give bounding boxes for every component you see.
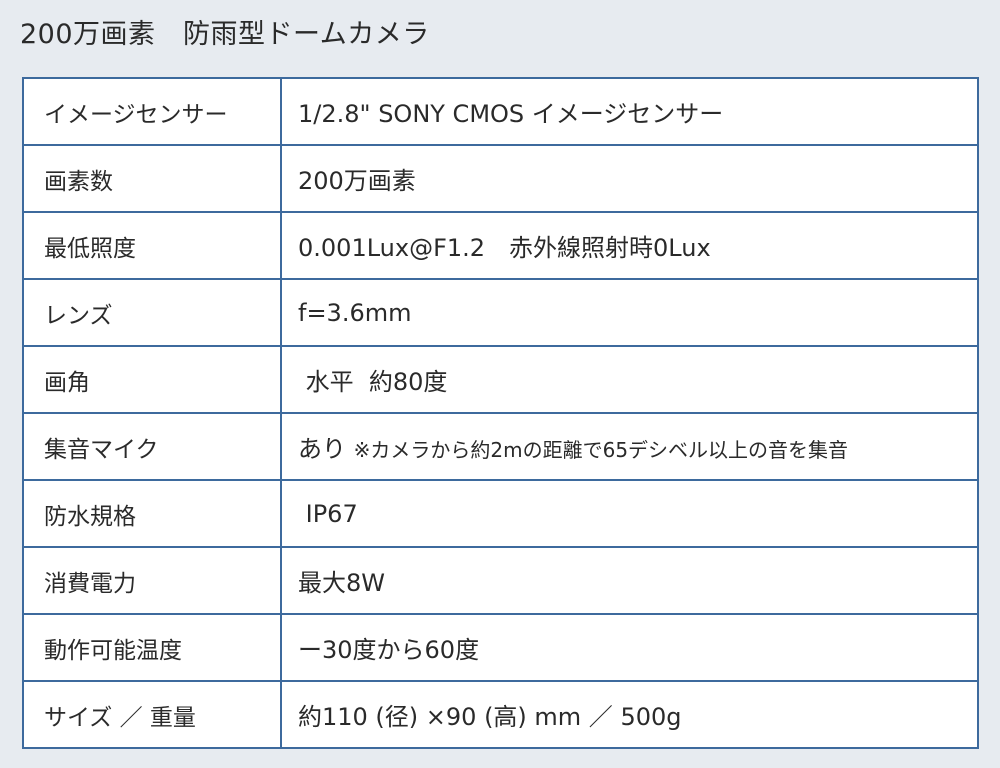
spec-value: 200万画素 — [280, 144, 979, 213]
spec-value: 1/2.8" SONY CMOS イメージセンサー — [280, 77, 979, 146]
spec-row: 消費電力 最大8W — [22, 546, 979, 615]
spec-value: 0.001Lux@F1.2 赤外線照射時0Lux — [280, 211, 979, 280]
spec-label: イメージセンサー — [22, 77, 282, 146]
spec-row: 最低照度 0.001Lux@F1.2 赤外線照射時0Lux — [22, 211, 979, 280]
spec-table: イメージセンサー 1/2.8" SONY CMOS イメージセンサー 画素数 200万… — [22, 77, 979, 749]
spec-label: 動作可能温度 — [22, 613, 282, 682]
spec-value: 最大8W — [280, 546, 979, 615]
spec-value-text: f=3.6mm — [298, 298, 412, 327]
spec-label: 集音マイク — [22, 412, 282, 481]
spec-label: 最低照度 — [22, 211, 282, 280]
spec-row: サイズ ／ 重量 約110 (径) ×90 (高) mm ／ 500g — [22, 680, 979, 749]
spec-row: 画素数 200万画素 — [22, 144, 979, 213]
spec-row: 集音マイク あり ※カメラから約2mの距離で65デシベル以上の音を集音 — [22, 412, 979, 481]
spec-row: 画角 水平 約80度 — [22, 345, 979, 414]
spec-value-text: あり — [298, 435, 346, 463]
spec-row: 防水規格 IP67 — [22, 479, 979, 548]
spec-value: 水平 約80度 — [280, 345, 979, 414]
spec-value-text: 最大8W — [298, 569, 385, 597]
spec-value-text: ー30度から60度 — [298, 636, 480, 664]
spec-value: あり ※カメラから約2mの距離で65デシベル以上の音を集音 — [280, 412, 979, 481]
spec-note: ※カメラから約2mの距離で65デシベル以上の音を集音 — [353, 438, 849, 462]
spec-value: IP67 — [280, 479, 979, 548]
spec-row: イメージセンサー 1/2.8" SONY CMOS イメージセンサー — [22, 77, 979, 146]
spec-value-text: 0.001Lux@F1.2 赤外線照射時0Lux — [298, 234, 711, 262]
page-title: 200万画素 防雨型ドームカメラ — [20, 19, 430, 50]
spec-label: 画素数 — [22, 144, 282, 213]
spec-value: 約110 (径) ×90 (高) mm ／ 500g — [280, 680, 979, 749]
spec-label: 消費電力 — [22, 546, 282, 615]
spec-value-text: 水平 約80度 — [298, 368, 448, 396]
spec-value-text: 200万画素 — [298, 167, 416, 195]
spec-value-text: IP67 — [298, 499, 358, 528]
spec-value-text: 1/2.8" SONY CMOS イメージセンサー — [298, 100, 724, 128]
spec-value-text: 約110 (径) ×90 (高) mm ／ 500g — [298, 703, 682, 731]
spec-label: 画角 — [22, 345, 282, 414]
spec-row: 動作可能温度 ー30度から60度 — [22, 613, 979, 682]
spec-label: 防水規格 — [22, 479, 282, 548]
spec-row: レンズ f=3.6mm — [22, 278, 979, 347]
spec-value: f=3.6mm — [280, 278, 979, 347]
spec-label: レンズ — [22, 278, 282, 347]
spec-value: ー30度から60度 — [280, 613, 979, 682]
spec-label: サイズ ／ 重量 — [22, 680, 282, 749]
